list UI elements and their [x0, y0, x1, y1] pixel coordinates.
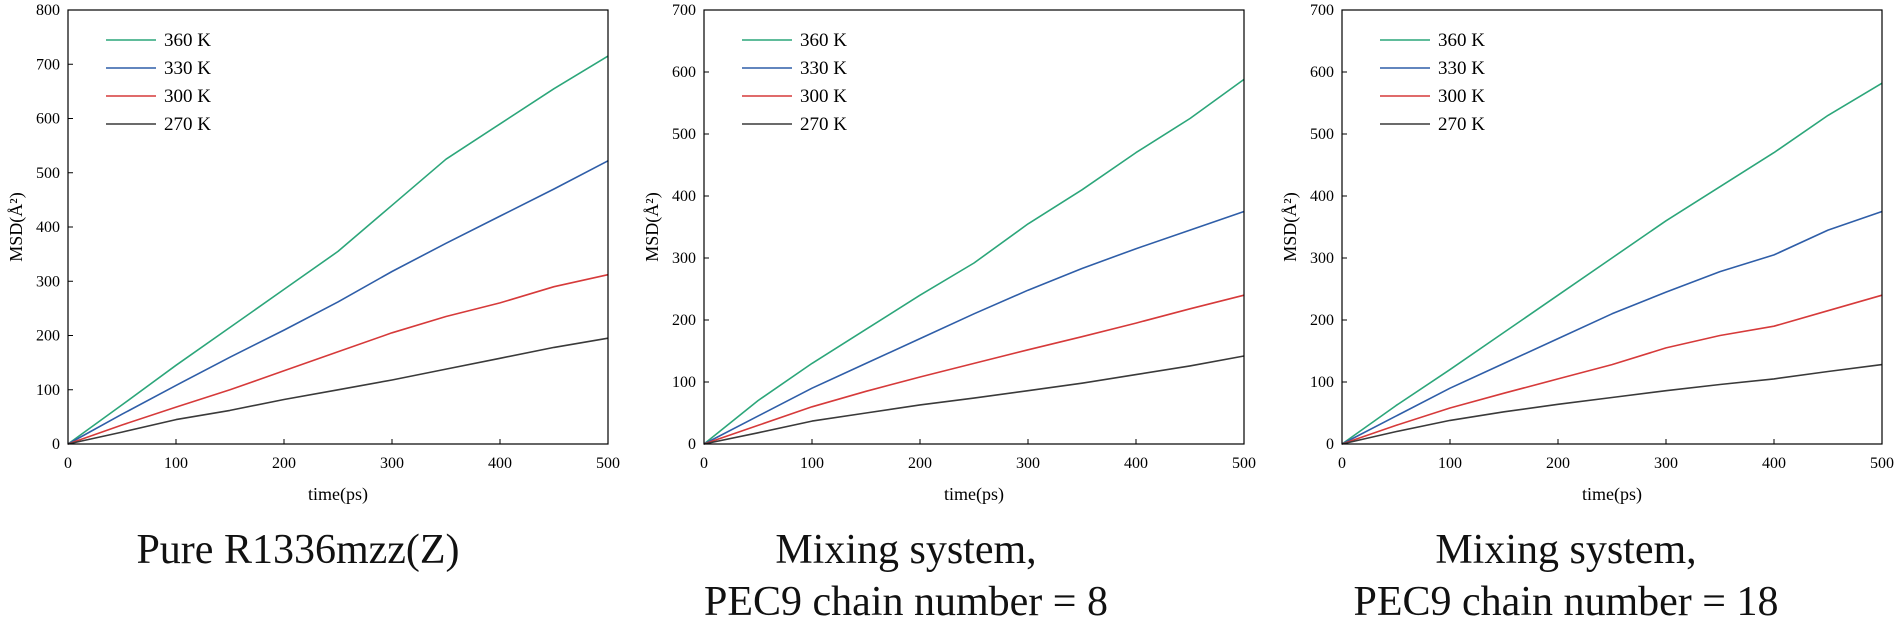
- caption-chart-3: Mixing system, PEC9 chain number = 18: [1306, 524, 1826, 628]
- chart-3-legend-label-3: 300 K: [1438, 86, 1485, 107]
- chart-3-y-tick-label-8: 700: [1310, 2, 1334, 19]
- chart-3-x-axis-label: time(ps): [1582, 484, 1642, 505]
- chart-2: 0 100 200 300 400 500 0 100 200 300 400 500 600 700 ti…: [642, 2, 1256, 505]
- chart-2-x-tick-label-5: 400: [1124, 455, 1148, 472]
- chart-3-x-tick-label-6: 500: [1870, 455, 1894, 472]
- chart-1-legend-label-4: 270 K: [164, 114, 211, 135]
- chart-3-x-tick-label-5: 400: [1762, 455, 1786, 472]
- chart-2-y-tick-label-4: 300: [672, 250, 696, 267]
- chart-2-legend-label-2: 330 K: [800, 58, 847, 79]
- chart-2-y-tick-label-6: 500: [672, 126, 696, 143]
- chart-1-x-tick-label-4: 300: [380, 455, 404, 472]
- chart-2-y-tick-label-3: 200: [672, 312, 696, 329]
- chart-2-series-2-line: [703, 210, 1245, 445]
- chart-1-y-axis-label: MSD(Å²): [6, 192, 27, 261]
- chart-1-plot-frame: [67, 9, 609, 445]
- chart-2-y-tick-label-5: 400: [672, 188, 696, 205]
- chart-1-series-4-line: [67, 337, 609, 445]
- chart-2-plot-frame: [703, 9, 1245, 445]
- chart-1-x-tick-label-1: 0: [64, 455, 72, 472]
- chart-1-y-tick-label-2: 100: [36, 382, 60, 399]
- chart-3-legend-label-2: 330 K: [1438, 58, 1485, 79]
- chart-3-y-tick-label-2: 100: [1310, 374, 1334, 391]
- chart-2-x-tick-label-4: 300: [1016, 455, 1040, 472]
- chart-3-legend-label-4: 270 K: [1438, 114, 1485, 135]
- chart-2-series-3-line: [703, 294, 1245, 445]
- caption-chart-2-line-2: PEC9 chain number = 8: [704, 579, 1108, 625]
- chart-3: 0 100 200 300 400 500 0 100 200 300 400 500 600 700 ti…: [1280, 2, 1894, 505]
- chart-1-y-tick-label-5: 400: [36, 219, 60, 236]
- chart-3-series-1-line: [1341, 82, 1883, 445]
- caption-chart-1: Pure R1336mzz(Z): [68, 524, 528, 576]
- chart-3-y-tick-label-4: 300: [1310, 250, 1334, 267]
- chart-2-legend-label-1: 360 K: [800, 30, 847, 51]
- chart-3-y-tick-label-1: 0: [1326, 436, 1334, 453]
- chart-2-x-tick-label-1: 0: [700, 455, 708, 472]
- chart-1-legend-label-2: 330 K: [164, 58, 211, 79]
- caption-chart-2: Mixing system, PEC9 chain number = 8: [676, 524, 1136, 628]
- chart-1-y-tick-label-1: 0: [52, 436, 60, 453]
- chart-3-x-tick-label-3: 200: [1546, 455, 1570, 472]
- chart-1-legend-label-1: 360 K: [164, 30, 211, 51]
- chart-3-y-axis-label: MSD(Å²): [1280, 192, 1301, 261]
- chart-3-y-tick-label-7: 600: [1310, 64, 1334, 81]
- chart-1-y-tick-label-6: 500: [36, 165, 60, 182]
- chart-1-y-tick-label-8: 700: [36, 56, 60, 73]
- chart-1-y-tick-label-3: 200: [36, 328, 60, 345]
- chart-1-y-tick-label-9: 800: [36, 2, 60, 19]
- chart-3-plot-frame: [1341, 9, 1883, 445]
- chart-2-y-tick-label-2: 100: [672, 374, 696, 391]
- chart-3-series-2-line: [1341, 210, 1883, 445]
- chart-2-legend-label-4: 270 K: [800, 114, 847, 135]
- chart-1-legend-label-3: 300 K: [164, 86, 211, 107]
- caption-chart-3-line-2: PEC9 chain number = 18: [1353, 579, 1779, 625]
- chart-2-legend-label-3: 300 K: [800, 86, 847, 107]
- chart-2-x-tick-label-2: 100: [800, 455, 824, 472]
- chart-2-x-axis-label: time(ps): [944, 484, 1004, 505]
- chart-1-x-tick-label-2: 100: [164, 455, 188, 472]
- chart-1-x-tick-label-6: 500: [596, 455, 620, 472]
- chart-1-x-axis-label: time(ps): [308, 484, 368, 505]
- chart-3-y-tick-label-6: 500: [1310, 126, 1334, 143]
- chart-1-x-tick-label-5: 400: [488, 455, 512, 472]
- chart-3-y-tick-label-3: 200: [1310, 312, 1334, 329]
- chart-3-x-tick-label-2: 100: [1438, 455, 1462, 472]
- caption-chart-3-line-1: Mixing system,: [1435, 527, 1697, 573]
- chart-1-x-tick-label-3: 200: [272, 455, 296, 472]
- chart-2-y-axis-label: MSD(Å²): [642, 192, 663, 261]
- chart-1-series-2-line: [67, 160, 609, 445]
- chart-2-x-tick-label-3: 200: [908, 455, 932, 472]
- caption-chart-1-line-1: Pure R1336mzz(Z): [136, 527, 460, 573]
- chart-1-y-tick-label-4: 300: [36, 273, 60, 290]
- caption-chart-2-line-1: Mixing system,: [775, 527, 1037, 573]
- chart-2-y-tick-label-7: 600: [672, 64, 696, 81]
- chart-3-y-tick-label-5: 400: [1310, 188, 1334, 205]
- chart-2-x-tick-label-6: 500: [1232, 455, 1256, 472]
- chart-3-x-tick-label-4: 300: [1654, 455, 1678, 472]
- chart-1-series-3-line: [67, 273, 609, 445]
- chart-3-x-tick-label-1: 0: [1338, 455, 1346, 472]
- chart-2-y-tick-label-8: 700: [672, 2, 696, 19]
- chart-2-series-1-line: [703, 78, 1245, 445]
- chart-2-series-4-line: [703, 355, 1245, 445]
- chart-3-series-4-line: [1341, 363, 1883, 445]
- chart-1-y-tick-label-7: 600: [36, 111, 60, 128]
- chart-3-series-3-line: [1341, 294, 1883, 445]
- chart-1: 0 100 200 300 400 500 0 100 200 300 400 500 600 700 80…: [6, 2, 620, 505]
- chart-3-legend-label-1: 360 K: [1438, 30, 1485, 51]
- chart-2-y-tick-label-1: 0: [688, 436, 696, 453]
- chart-1-series-1-line: [67, 55, 609, 445]
